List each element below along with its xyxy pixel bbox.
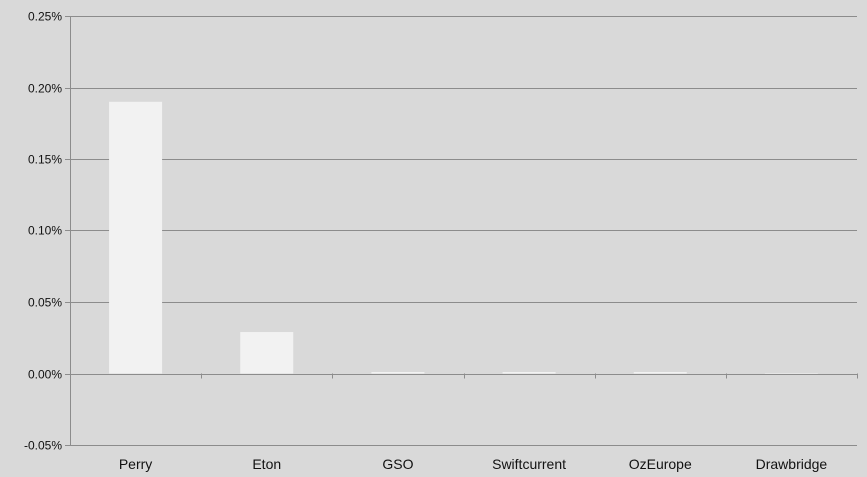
x-tick-label: Drawbridge: [756, 456, 828, 472]
x-tick-labels: Perry Eton GSO Swiftcurrent OzEurope Drawbrid…: [119, 456, 828, 472]
bars: [109, 101, 818, 375]
x-tick-label: GSO: [382, 456, 413, 472]
x-tick-label: Swiftcurrent: [492, 456, 566, 472]
x-tick-label: Perry: [119, 456, 152, 472]
gridlines: [70, 16, 857, 446]
x-tick-label: Eton: [252, 456, 281, 472]
x-tick-label: OzEurope: [629, 456, 692, 472]
axes: [65, 16, 858, 446]
bar: [109, 101, 163, 374]
y-tick-label: 0.05%: [28, 296, 62, 310]
y-tick-labels: -0.05% 0.00% 0.05% 0.10% 0.15% 0.20% 0.25%: [24, 10, 62, 453]
y-tick-label: 0.15%: [28, 153, 62, 167]
y-tick-label: -0.05%: [24, 439, 62, 453]
bar: [502, 372, 556, 374]
bar: [240, 332, 294, 374]
bar: [633, 372, 687, 374]
y-tick-label: 0.25%: [28, 10, 62, 24]
y-tick-label: 0.20%: [28, 82, 62, 96]
bar: [371, 372, 425, 374]
y-tick-label: 0.10%: [28, 224, 62, 238]
y-tick-label: 0.00%: [28, 368, 62, 382]
